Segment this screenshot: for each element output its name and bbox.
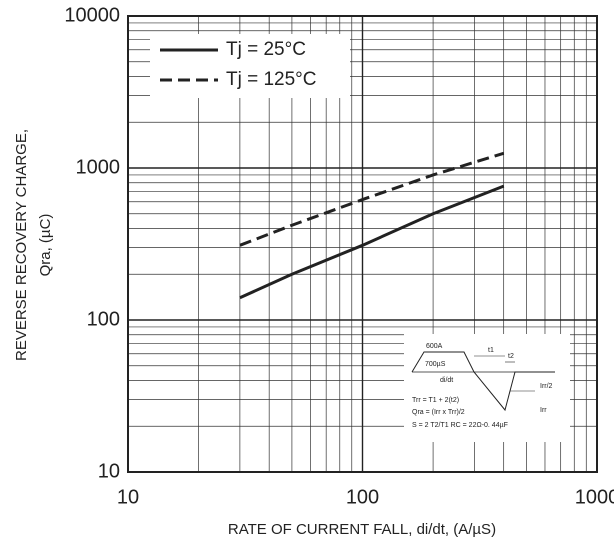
y-tick-label: 10000: [64, 4, 120, 26]
y-label-line: Qra, (µC): [37, 214, 54, 277]
plot-frame: [127, 15, 598, 473]
inset-label: Irr/2: [540, 383, 553, 390]
y-label-line: REVERSE RECOVERY CHARGE,: [13, 129, 30, 361]
inset-label: 700µS: [425, 361, 446, 368]
y-tick-label: 100: [87, 308, 120, 330]
inset-label: Qra = (Irr x Trr)/2: [412, 409, 465, 416]
series-line: [239, 184, 505, 300]
inset-label: Trr = T1 + 2(t2): [412, 397, 459, 404]
inset-label: 600A: [426, 343, 443, 350]
inset-diagram: 600A 700µS t1 t2 di/dt Irr/2 Irr Trr = T1 + 2(t…: [404, 334, 570, 442]
inset-label: t1: [488, 347, 494, 354]
legend-label: Tj = 125°C: [226, 69, 317, 90]
inset-label: Irr: [540, 407, 547, 414]
y-tick-label: 1000: [76, 156, 121, 178]
x-tick-label: 1000: [575, 486, 614, 508]
legend-bg: [150, 34, 350, 98]
inset-label: t2: [508, 353, 514, 360]
x-axis-title: RATE OF CURRENT FALL, di/dt, (A/µS): [228, 521, 496, 538]
x-tick-label: 10: [117, 486, 139, 508]
series-line: [239, 151, 505, 247]
legend-label: Tj = 25°C: [226, 39, 306, 60]
inset-label: di/dt: [440, 377, 453, 384]
x-tick-label: 100: [346, 486, 379, 508]
y-tick-label: 10: [98, 460, 120, 482]
inset-label: S = 2 T2/T1 RC = 22Ω-0. 44µF: [412, 422, 508, 429]
y-axis-title: REVERSE RECOVERY CHARGE, Qra, (µC): [13, 129, 54, 361]
